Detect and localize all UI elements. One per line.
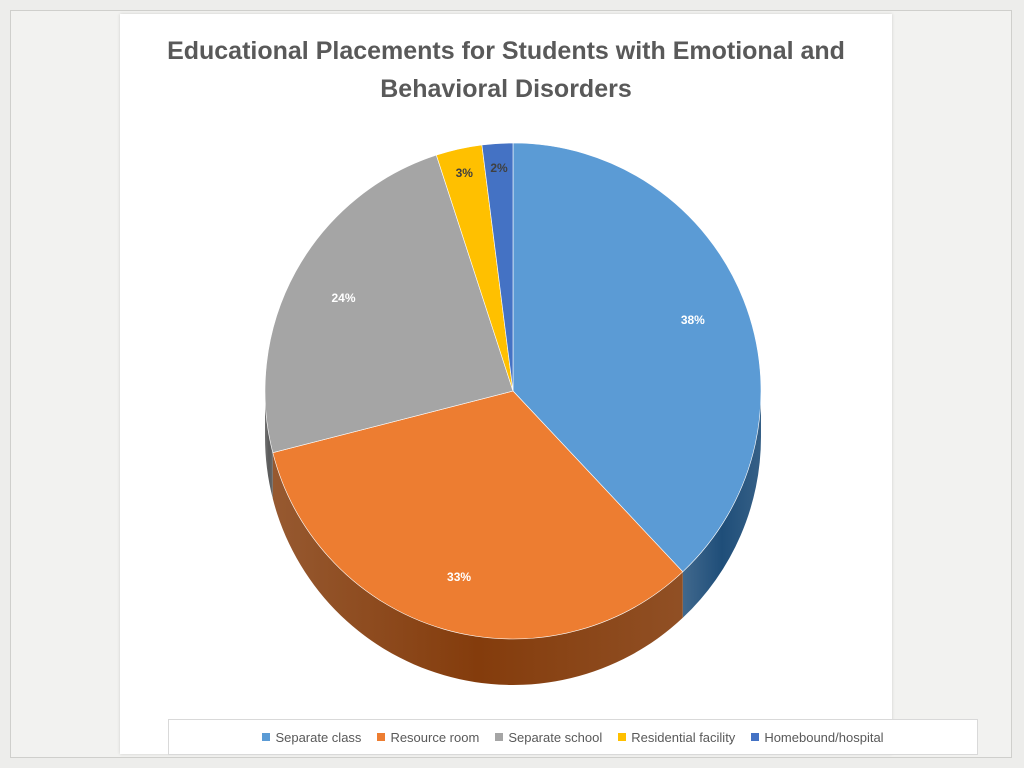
pie-slice-separate-class — [512, 142, 762, 573]
pie-slice-separate-school — [264, 154, 514, 454]
pie-side-separate-class — [682, 391, 761, 618]
pie-slice-resource-room — [272, 390, 684, 640]
pie-side-resource-room — [272, 452, 683, 685]
legend-label: Resource room — [390, 729, 480, 745]
legend-item-separate-school: Separate school — [495, 730, 602, 745]
data-label-resource-room: 33% — [447, 570, 471, 584]
legend-label: Homebound/hospital — [764, 729, 884, 745]
data-label-separate-class: 38% — [681, 313, 705, 327]
data-label-separate-school: 24% — [331, 291, 355, 305]
chart-title: Educational Placements for Students with… — [167, 37, 845, 103]
data-label-homebound-hospital: 2% — [490, 161, 508, 175]
legend-label: Residential facility — [631, 729, 736, 745]
legend-item-separate-class: Separate class — [262, 730, 361, 745]
legend-swatch — [495, 733, 504, 741]
legend-label: Separate class — [275, 729, 362, 745]
pie-depth — [265, 391, 761, 685]
pie-chart: 38% 33% 24% 3% 2% — [264, 142, 762, 685]
data-label-residential-facility: 3% — [456, 166, 474, 180]
pie-slice-homebound-hospital — [481, 142, 514, 392]
chart-area: Educational Placements for Students with… — [120, 14, 978, 755]
legend-label: Separate school — [508, 729, 603, 745]
pie-side-separate-school — [265, 391, 273, 499]
legend-swatch — [262, 733, 271, 741]
legend-swatch — [618, 733, 627, 741]
legend-item-residential-facility: Residential facility — [618, 730, 735, 745]
pie-data-labels: 38% 33% 24% 3% 2% — [331, 161, 705, 584]
legend-item-resource-room: Resource room — [377, 730, 479, 745]
legend-swatch — [377, 733, 386, 741]
legend-swatch — [751, 733, 760, 741]
chart-legend: Separate class Resource room Separate scho… — [168, 719, 978, 755]
legend-item-homebound-hospital: Homebound/hospital — [751, 729, 884, 745]
pie-slices — [264, 142, 762, 640]
